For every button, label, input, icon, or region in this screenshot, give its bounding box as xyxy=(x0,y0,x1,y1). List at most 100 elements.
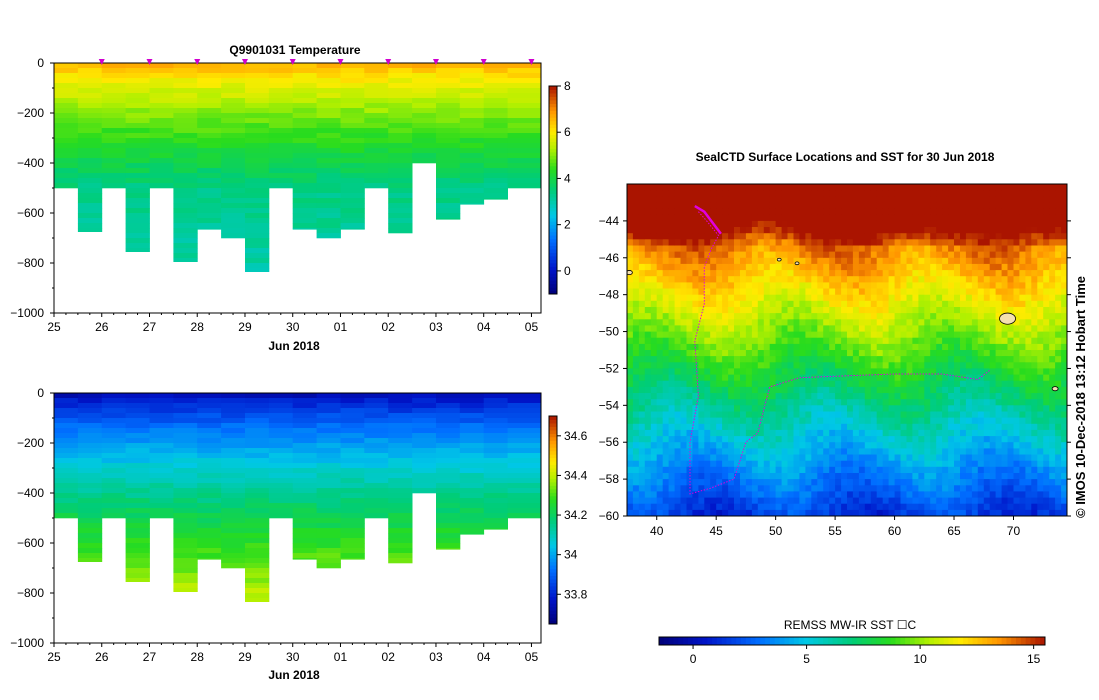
sst-cell xyxy=(918,405,925,412)
sst-cell xyxy=(1001,307,1008,314)
sst-cell xyxy=(662,190,670,197)
sst-cell xyxy=(698,479,705,486)
sst-cell xyxy=(781,202,788,209)
section-cell xyxy=(77,453,103,459)
section-cell xyxy=(173,453,198,459)
sst-cell xyxy=(638,491,646,498)
section-cell xyxy=(388,488,413,494)
sst-cell xyxy=(936,202,943,209)
section-cell xyxy=(54,73,79,79)
sst-cell xyxy=(960,448,967,455)
sst-cell xyxy=(894,288,901,296)
sst-cell xyxy=(751,331,759,339)
sst-cell xyxy=(948,405,955,412)
sst-cell xyxy=(852,300,860,308)
sst-cell xyxy=(823,380,830,388)
sst-cell xyxy=(632,214,640,222)
sst-cell xyxy=(841,374,848,382)
sst-cell xyxy=(704,319,711,326)
sst-cell xyxy=(668,417,675,425)
sst-cell xyxy=(716,350,723,357)
sst-cell xyxy=(775,509,782,516)
sst-cell xyxy=(965,202,973,209)
colorbar-swatch xyxy=(549,440,557,445)
section-cell xyxy=(483,173,508,179)
section-cell xyxy=(388,203,413,209)
sst-cell xyxy=(977,220,985,228)
section-cell xyxy=(245,173,270,179)
section-cell xyxy=(125,73,150,79)
sst-cell xyxy=(763,184,771,191)
sst-cell xyxy=(965,196,973,203)
sst-cell xyxy=(704,233,711,240)
sst-cell xyxy=(775,393,782,400)
section-cell xyxy=(173,568,198,574)
sst-cell xyxy=(662,485,670,492)
sst-cell xyxy=(751,288,759,296)
sst-cell xyxy=(847,245,854,253)
sst-cell xyxy=(627,442,634,449)
section-cell xyxy=(316,558,341,564)
sst-cell xyxy=(728,454,735,462)
sst-cell xyxy=(864,313,872,320)
sst-cell xyxy=(710,448,717,455)
sst-cell xyxy=(924,282,931,289)
sst-cell xyxy=(912,263,919,271)
sst-cell xyxy=(823,386,830,394)
sst-cell xyxy=(989,362,997,369)
sst-cell xyxy=(644,184,652,191)
sst-cell xyxy=(644,473,652,480)
sst-cell xyxy=(817,405,824,412)
sst-cell xyxy=(876,429,884,437)
section-cell xyxy=(125,398,150,404)
sst-cell xyxy=(858,509,866,516)
sst-cell xyxy=(728,509,735,516)
section-cell xyxy=(507,403,541,409)
sst-cell xyxy=(793,331,800,339)
sst-cell xyxy=(918,509,925,516)
sst-cell xyxy=(888,429,895,437)
sst-cell xyxy=(781,479,788,486)
section-cell xyxy=(101,453,126,459)
colorbar-tick-label: 8 xyxy=(564,79,571,93)
section-cell xyxy=(340,93,365,99)
sst-cell xyxy=(811,343,818,351)
section-cell xyxy=(483,78,508,84)
sst-cell xyxy=(805,399,812,406)
sst-cell xyxy=(799,245,806,253)
section-cell xyxy=(173,73,198,79)
section-cell xyxy=(77,158,103,164)
sst-cell xyxy=(1001,473,1008,480)
colorbar-swatch xyxy=(549,110,557,115)
section-cell xyxy=(316,453,341,459)
section-cell xyxy=(388,418,413,424)
sst-cell xyxy=(995,300,1002,308)
sst-cell xyxy=(638,473,646,480)
sst-cell xyxy=(876,190,884,197)
section-cell xyxy=(364,403,389,409)
sst-cell xyxy=(781,245,788,253)
section-cell xyxy=(101,448,126,454)
sst-cell xyxy=(793,294,800,302)
section-cell xyxy=(388,63,413,69)
section-cell xyxy=(101,428,126,434)
section-cell xyxy=(173,63,198,69)
sst-cell xyxy=(942,270,949,277)
sst-cell xyxy=(710,184,717,191)
section-cell xyxy=(507,393,541,399)
section-cell xyxy=(388,83,413,89)
sst-cell xyxy=(656,251,664,259)
section-cell xyxy=(173,458,198,464)
sst-cell xyxy=(799,184,806,191)
sst-cell xyxy=(650,485,658,492)
section-cell xyxy=(412,103,437,109)
section-cell xyxy=(459,113,485,119)
section-cell xyxy=(412,423,437,429)
sst-cell xyxy=(960,282,967,289)
section-cell xyxy=(221,468,246,474)
sst-cell xyxy=(662,429,670,437)
section-cell xyxy=(245,493,270,499)
colorbar-swatch xyxy=(549,613,557,618)
sst-cell xyxy=(965,343,973,351)
sst-cell xyxy=(876,276,884,283)
